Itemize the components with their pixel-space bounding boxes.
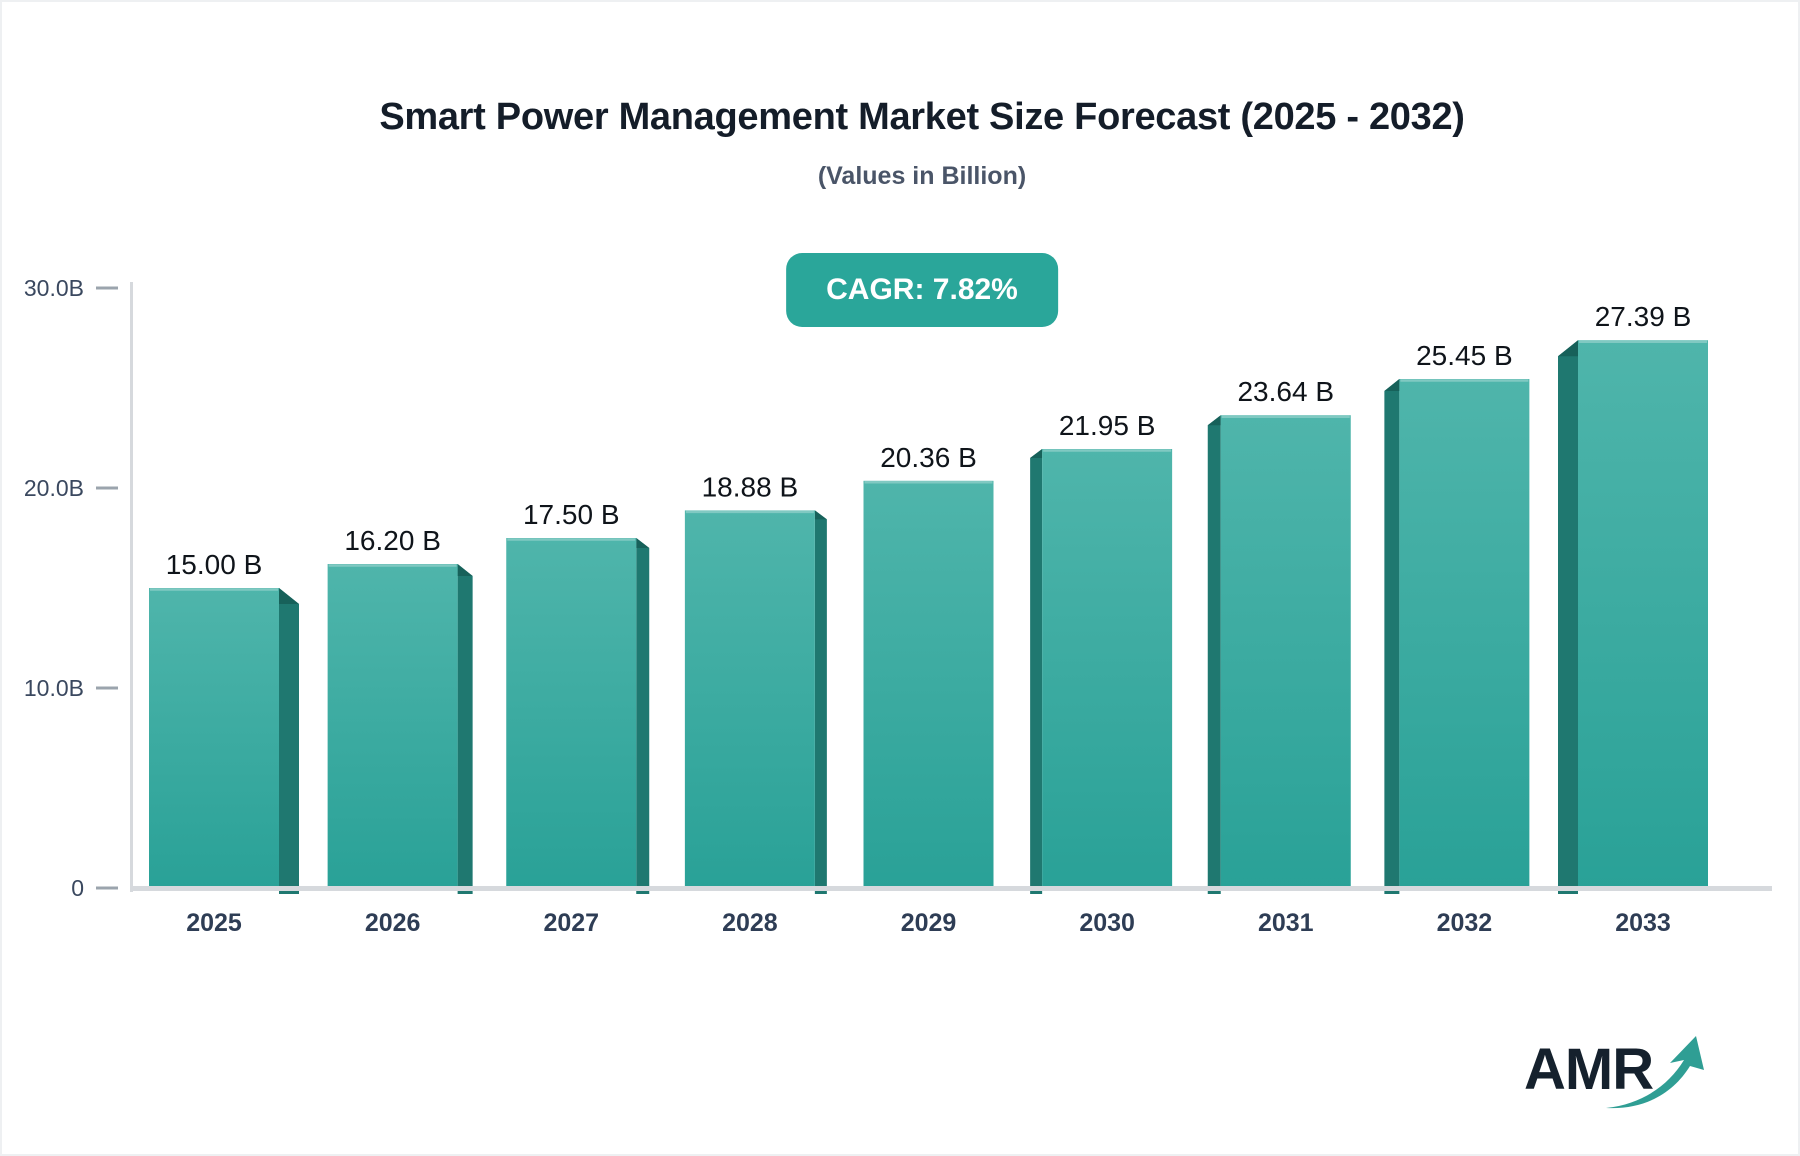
x-tick-label: 2032: [1437, 909, 1493, 937]
y-tick-mark: [96, 286, 118, 290]
x-tick-label: 2033: [1615, 909, 1671, 937]
bar-2027: [506, 538, 637, 890]
bar-group-2033: 27.39 B 2033: [1558, 301, 1708, 937]
amr-logo-text: AMR: [1524, 1037, 1654, 1102]
bar-2033: [1578, 340, 1708, 890]
bar-side-bevel: [814, 510, 827, 520]
cagr-badge: CAGR: 7.82%: [786, 253, 1058, 327]
bar-group-2025: 15.00 B 2025: [149, 549, 299, 937]
bar-value-label: 20.36 B: [880, 442, 977, 473]
y-tick-label: 30.0B: [24, 275, 84, 301]
x-tick-label: 2031: [1258, 909, 1314, 937]
x-tick-label: 2028: [722, 909, 778, 937]
bar-side-panel: [814, 510, 827, 894]
bar-side-panel: [279, 588, 299, 894]
y-axis-line: [130, 282, 133, 892]
bar-side-bevel: [1558, 340, 1578, 357]
bar-2029: [863, 480, 994, 890]
bar-side-panel: [1030, 449, 1043, 894]
bar-side-panel: [1384, 379, 1400, 894]
y-tick-mark: [96, 886, 118, 890]
bar-side-bevel: [457, 564, 473, 576]
y-tick-mark: [96, 686, 118, 690]
page-title: Smart Power Management Market Size Forec…: [379, 96, 1465, 138]
x-tick-label: 2029: [901, 909, 957, 937]
bar-value-label: 16.20 B: [344, 525, 441, 556]
bar-side-panel: [636, 538, 650, 894]
bar-2031: [1220, 415, 1351, 890]
x-tick-label: 2026: [365, 909, 421, 937]
bar-side-panel: [1558, 340, 1578, 894]
growth-arrow-icon: [1606, 1036, 1704, 1109]
y-tick-label: 10.0B: [24, 675, 84, 701]
bar-value-label: 23.64 B: [1237, 376, 1334, 407]
bar-2025: [149, 588, 279, 890]
y-tick-label: 20.0B: [24, 475, 84, 501]
bar-value-label: 15.00 B: [166, 549, 263, 580]
bar-side-panel: [457, 564, 473, 894]
x-tick-label: 2030: [1079, 909, 1135, 937]
x-tick-label: 2027: [543, 909, 599, 937]
bar-value-label: 18.88 B: [702, 471, 799, 502]
bar-group-2029: 20.36 B 2029: [863, 442, 994, 937]
bar-group-2028: 18.88 B 2028: [684, 471, 827, 937]
bar-group-2026: 16.20 B 2026: [327, 525, 473, 937]
bar-2028: [684, 510, 815, 890]
bar-side-bevel: [1384, 379, 1400, 391]
bar-side-bevel: [279, 588, 299, 604]
y-tick-mark: [96, 486, 118, 490]
bar-2032: [1399, 379, 1530, 890]
bar-2026: [327, 564, 458, 890]
bar-group-2030: 21.95 B 2030: [1030, 410, 1173, 937]
bar-side-bevel: [1207, 415, 1221, 426]
page-subtitle: (Values in Billion): [817, 162, 1027, 190]
bar-value-label: 27.39 B: [1595, 301, 1692, 332]
y-tick-label: 0: [71, 875, 84, 901]
bar-group-2027: 17.50 B 2027: [506, 499, 650, 937]
bar-value-label: 17.50 B: [523, 499, 620, 530]
x-axis-line: [130, 886, 1772, 891]
bar-side-panel: [1207, 415, 1221, 894]
bar-side-bevel: [636, 538, 650, 548]
bar-side-bevel: [1030, 449, 1043, 458]
bar-2030: [1042, 449, 1173, 890]
amr-logo: AMR: [1524, 1032, 1724, 1122]
x-tick-label: 2025: [186, 909, 242, 937]
bar-value-label: 21.95 B: [1059, 410, 1156, 441]
bar-group-2031: 23.64 B 2031: [1207, 376, 1351, 937]
bar-group-2032: 25.45 B 2032: [1384, 340, 1530, 937]
bar-value-label: 25.45 B: [1416, 340, 1513, 371]
